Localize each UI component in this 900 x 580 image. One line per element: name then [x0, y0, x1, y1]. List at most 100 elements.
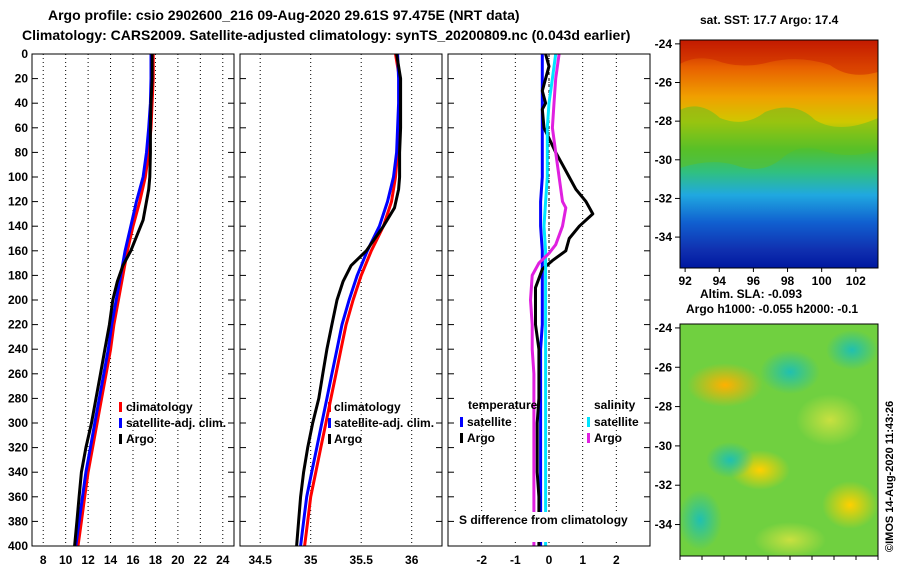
x-tick-label: 10	[59, 553, 73, 567]
y-tick-label: 300	[8, 416, 28, 430]
series-line-salinity-argo	[529, 53, 568, 546]
series-line-satellite-adj-clim-	[74, 54, 153, 547]
legend-title-salinity: salinity	[594, 398, 636, 412]
difference-legend: temperature satellite Argo salinity sate…	[460, 398, 639, 445]
legend-swatch-argo	[119, 434, 122, 444]
y-tick-label: 220	[8, 318, 28, 332]
legend-title-temperature: temperature	[468, 398, 538, 412]
y-tick-label: 180	[8, 268, 28, 282]
map-x-tick-label: 92	[678, 274, 692, 288]
x-tick-label: 18	[149, 553, 163, 567]
imos-credit: ©IMOS 14-Aug-2020 11:43:26	[884, 401, 896, 552]
sla-map-frame	[679, 323, 879, 557]
sla-map	[678, 323, 879, 558]
map-y-tick-label: -26	[655, 360, 673, 374]
map-y-tick-label: -30	[655, 153, 673, 167]
series-line-temperature-argo	[534, 53, 595, 546]
y-tick-label: 80	[15, 145, 29, 159]
header-line1: Argo profile: csio 2902600_216 09-Aug-20…	[48, 7, 520, 23]
sla-anomaly-high	[822, 481, 878, 529]
header-line2: Climatology: CARS2009. Satellite-adjuste…	[22, 27, 630, 43]
legend-label-temp-argo: Argo	[467, 431, 495, 445]
map-y-tick-label: -28	[655, 114, 673, 128]
x-tick-label: -2	[476, 553, 487, 567]
y-tick-label: 60	[15, 121, 29, 135]
x-tick-label: 20	[171, 553, 185, 567]
x-tick-label: 1	[579, 553, 586, 567]
x-tick-label: 16	[126, 553, 140, 567]
sla-anomaly-low	[706, 442, 754, 478]
map-y-tick-label: -30	[655, 439, 673, 453]
sst-map-front	[680, 106, 878, 169]
y-tick-label: 320	[8, 441, 28, 455]
legend-label-satellite: satellite-adj. clim.	[126, 416, 226, 430]
map-x-tick-label: 100	[812, 274, 832, 288]
map-y-tick-label: -34	[655, 230, 673, 244]
map-x-tick-label: 96	[747, 274, 761, 288]
series-line-satellite-adj-clim-	[299, 53, 401, 547]
x-tick-label: 34.5	[249, 553, 273, 567]
x-tick-label: 35	[304, 553, 318, 567]
sst-map-title: sat. SST: 17.7 Argo: 17.4	[700, 13, 839, 27]
plot-frame	[239, 53, 443, 547]
y-tick-label: 380	[8, 514, 28, 528]
legend-label-sal-argo: Argo	[594, 431, 622, 445]
x-tick-label: -1	[510, 553, 521, 567]
sla-anomaly-low	[760, 350, 820, 394]
map-x-tick-label: 102	[846, 274, 866, 288]
y-tick-label: 160	[8, 244, 28, 258]
series-line-argo	[73, 54, 154, 547]
sla-anomaly-low	[826, 330, 878, 370]
y-tick-label: 100	[8, 170, 28, 184]
map-y-tick-label: -24	[655, 37, 673, 51]
y-tick-label: 240	[8, 342, 28, 356]
legend-swatch-argo	[328, 434, 331, 444]
map-x-tick-label: 98	[781, 274, 795, 288]
map-y-tick-label: -32	[655, 478, 673, 492]
difference-xlabel: S difference from climatology	[459, 513, 628, 527]
x-tick-label: 24	[216, 553, 230, 567]
sla-anomaly-mid	[754, 522, 826, 558]
y-tick-label: 400	[8, 539, 28, 553]
y-tick-label: 280	[8, 391, 28, 405]
salinity-legend: climatology satellite-adj. clim. Argo	[328, 400, 434, 446]
y-tick-label: 40	[15, 96, 29, 110]
x-tick-label: 12	[81, 553, 95, 567]
series-line-climatology	[303, 53, 402, 547]
map-y-tick-label: -24	[655, 321, 673, 335]
y-tick-label: 260	[8, 367, 28, 381]
temperature-legend: climatology satellite-adj. clim. Argo	[119, 400, 226, 446]
y-tick-label: 340	[8, 465, 28, 479]
x-tick-label: 36	[405, 553, 419, 567]
temperature-profile-panel: 8 10 12 14 16 18 20 22 2402040608010012014016018…	[8, 47, 235, 567]
legend-label-argo: Argo	[334, 432, 362, 446]
y-tick-label: 360	[8, 490, 28, 504]
legend-label-temp-satellite: satellite	[467, 415, 512, 429]
legend-label-satellite: satellite-adj. clim.	[334, 416, 434, 430]
sst-map	[679, 39, 879, 269]
sla-map-subtitle: Argo h1000: -0.055 h2000: -0.1	[686, 302, 858, 316]
legend-swatch-climatology	[328, 402, 331, 412]
y-tick-label: 200	[8, 293, 28, 307]
series-line-salinity-satellite	[542, 53, 558, 546]
legend-label-climatology: climatology	[126, 400, 193, 414]
legend-label-argo: Argo	[126, 432, 154, 446]
map-x-tick-label: 94	[713, 274, 727, 288]
legend-swatch-sal-argo	[587, 433, 590, 443]
x-tick-label: 14	[104, 553, 118, 567]
map-y-tick-label: -28	[655, 400, 673, 414]
y-tick-label: 0	[21, 47, 28, 61]
series-line-temperature-satellite	[539, 54, 544, 546]
plot-frame	[447, 53, 651, 547]
sla-anomaly-high	[687, 363, 763, 407]
legend-swatch-satellite	[119, 418, 122, 428]
sst-map-frame	[679, 39, 879, 269]
legend-swatch-sal-satellite	[587, 417, 590, 427]
legend-label-climatology: climatology	[334, 400, 401, 414]
x-tick-label: 22	[194, 553, 208, 567]
map-y-tick-label: -32	[655, 191, 673, 205]
map-y-tick-label: -26	[655, 76, 673, 90]
series-line-argo	[295, 53, 403, 547]
plot-frame	[31, 53, 235, 547]
